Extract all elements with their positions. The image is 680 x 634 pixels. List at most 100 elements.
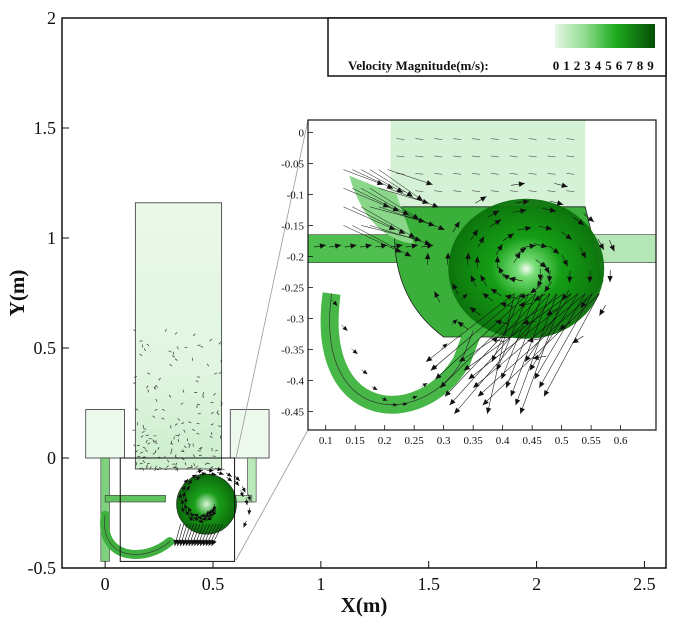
inset-entry-vector-head: [386, 183, 394, 189]
inset-vortex-vector-head: [529, 243, 536, 249]
inset-loop-vector-head: [332, 300, 338, 306]
inset-loop-vector-head: [382, 397, 388, 401]
inset-top-vector: [566, 155, 575, 158]
riser-vector: [218, 341, 222, 345]
inset-top-vector: [471, 190, 481, 192]
inset-top-vector: [415, 190, 424, 192]
inset-entry-vector-head: [404, 251, 412, 257]
inset-vortex-vector-head: [562, 259, 568, 267]
inset-vortex-vector-head: [494, 219, 501, 226]
left-inlet-box: [85, 409, 125, 459]
inset-fan-vector-head: [505, 381, 511, 388]
inset-top-vector: [415, 138, 424, 140]
inset-top-vector: [415, 155, 424, 158]
riser-vector: [140, 451, 144, 454]
riser-vector: [216, 412, 220, 416]
riser-vector: [181, 422, 185, 425]
inset-top-vector: [471, 138, 481, 140]
riser-vector: [197, 412, 201, 415]
inset-loop-vector-head: [393, 402, 398, 407]
vortex-vector-head: [247, 510, 252, 515]
inset-top-vector: [471, 173, 481, 175]
riser-vector: [198, 467, 201, 470]
riser-vector: [192, 428, 196, 432]
riser-vector: [146, 343, 150, 347]
inset-vortex-vector-head: [572, 337, 579, 344]
vortex-vector-head: [241, 487, 246, 493]
vortex-vector-head: [209, 468, 214, 473]
inset-top-vector: [453, 155, 462, 158]
inset-entry-vector: [378, 169, 423, 201]
riser-vector: [210, 466, 214, 469]
inset-fan-vector: [430, 293, 522, 371]
legend-tick-label: 9: [647, 58, 654, 73]
riser-vector: [154, 468, 157, 471]
inset-entry-vector-head: [406, 191, 413, 197]
inset-vortex-vector-head: [434, 291, 440, 298]
inset-fan-vector-head: [440, 381, 447, 388]
riser-vector: [156, 468, 160, 471]
riser-vector: [213, 393, 216, 396]
inset-vortex-vector-head: [522, 319, 529, 325]
inset-frame: [307, 119, 657, 431]
inset-top-vector: [434, 138, 443, 140]
inset-vortex-vector-head: [490, 288, 498, 295]
inset-vortex-vector-head: [504, 294, 512, 300]
riser-vector: [144, 449, 148, 452]
x-axis-title: X(m): [341, 593, 388, 617]
vortex-vector-head: [181, 491, 186, 497]
vortex-vector-head: [184, 503, 188, 509]
riser-vector: [152, 415, 156, 419]
inset-entry-vector: [387, 169, 433, 185]
main-y-ticks: -0.5 0 0.5 1 1.5 2: [28, 8, 69, 578]
inset-entry-vector: [343, 187, 390, 208]
inset-entry-vector-head: [418, 217, 425, 223]
inset-fan-vector: [458, 293, 565, 363]
inset-vortex-vector-head: [472, 229, 478, 236]
inset-loop-vector-head: [432, 365, 438, 370]
inset-loop-vector-head: [412, 395, 418, 400]
legend-tick-label: 1: [563, 58, 570, 73]
riser-vector: [155, 384, 159, 388]
inset-fan-vector: [529, 293, 579, 371]
inset-fan-vector: [524, 293, 572, 362]
inset-x-tick-label: 0.35: [464, 435, 484, 447]
riser-vector: [139, 353, 143, 356]
inset-entry-vector: [378, 187, 429, 204]
inset-fan-vector-head: [454, 407, 461, 414]
inset-top-vector: [528, 190, 537, 192]
inset-vortex-vector-head: [561, 182, 568, 188]
riser-vector: [166, 459, 170, 463]
riser-vector: [170, 440, 173, 444]
vortex-vector-head: [189, 512, 195, 518]
inset-fan-vector: [444, 293, 543, 397]
riser-vector: [153, 386, 157, 390]
inset-entry-vector-head: [412, 213, 419, 220]
inset-vortex-vector-head: [598, 243, 604, 250]
inset-top-vector: [453, 190, 462, 192]
inset-vortex-vector-head: [520, 208, 527, 214]
riser-vector: [133, 382, 137, 384]
riser-vector: [139, 340, 143, 342]
x-tick-label: 0.5: [202, 574, 225, 594]
inset-vortex-vector-head: [525, 225, 532, 232]
riser-vector: [170, 443, 174, 445]
inset-entry-vector-head: [416, 194, 423, 201]
inset-top-vector: [434, 173, 443, 175]
y-axis-title: Y(m): [5, 270, 29, 317]
downflow-vector-head: [205, 539, 211, 546]
inset-fan-vector: [491, 293, 522, 362]
inset-top-vector: [434, 155, 443, 158]
riser-vector: [172, 351, 174, 355]
inset-fan-vector: [496, 293, 529, 371]
riser-vector: [182, 389, 185, 393]
inset-vortex-vector-head: [541, 242, 548, 249]
riser-vector: [168, 394, 172, 398]
inset-y-tick-label: -0.05: [281, 158, 304, 170]
inset-fan-vector-head: [468, 373, 475, 380]
y-tick-label: 1: [47, 228, 56, 248]
vortex-vector-head: [180, 499, 185, 504]
inset-top-vector: [509, 138, 518, 140]
riser-vector: [146, 385, 149, 389]
